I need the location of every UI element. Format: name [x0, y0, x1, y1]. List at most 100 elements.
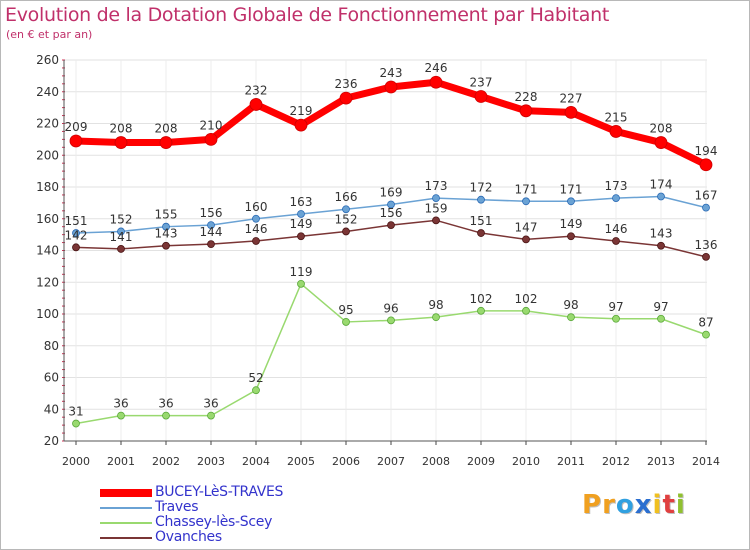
- series-4-point: [612, 237, 620, 245]
- series-1-point: [654, 136, 668, 149]
- series-2-point: [567, 197, 575, 206]
- series-3-data-label: 36: [203, 397, 218, 411]
- series-3-point: [522, 306, 530, 315]
- series-4-data-label: 156: [380, 206, 403, 220]
- legend-item: BUCEY-LèS-TRAVES: [100, 484, 400, 500]
- legend: BUCEY-LèS-TRAVES Traves Chassey-lès-Scey Ov…: [100, 484, 400, 545]
- logo-letter: o: [615, 490, 635, 520]
- series-1-point: [69, 134, 83, 148]
- series-1-data-label: 227: [560, 91, 583, 105]
- series-4-point: [387, 221, 395, 230]
- series-4-data-label: 149: [560, 217, 583, 231]
- series-1-data-label: 208: [110, 122, 133, 136]
- series-3-point: [297, 279, 305, 288]
- series-3-point: [252, 386, 260, 395]
- series-1-data-label: 208: [155, 122, 178, 136]
- y-tick-label: 80: [44, 339, 59, 353]
- series-3-data-label: 98: [563, 298, 578, 312]
- legend-label: Chassey-lès-Scey: [155, 514, 273, 530]
- y-tick-label: 160: [36, 212, 59, 226]
- series-4-data-label: 136: [695, 238, 718, 252]
- series-3-point: [477, 306, 485, 315]
- series-1-data-label: 237: [470, 76, 493, 90]
- series-3-data-label: 52: [248, 371, 263, 385]
- series-2-data-label: 174: [650, 178, 673, 192]
- series-4-data-label: 142: [65, 228, 88, 242]
- series-3-data-label: 36: [158, 397, 173, 411]
- series-3-point: [342, 318, 350, 326]
- legend-swatch: [100, 522, 152, 524]
- proxiti-logo: Proxiti: [582, 490, 686, 520]
- logo-letter: P: [582, 490, 603, 520]
- x-tick-label: 2003: [197, 455, 225, 468]
- x-tick-label: 2007: [377, 455, 405, 468]
- series-2-point: [162, 222, 170, 231]
- series-1-data-label: 194: [695, 144, 718, 158]
- series-1-point: [609, 125, 623, 138]
- line-chart: 20 40 60 80 100 120 140 160 180 200 220 240 260 2000 2…: [36, 53, 720, 468]
- series-2-point: [207, 221, 215, 230]
- series-3-point: [432, 313, 440, 322]
- series-3-data-label: 97: [608, 300, 623, 314]
- series-1-data-label: 215: [605, 110, 628, 124]
- series-1-point: [429, 75, 443, 89]
- x-tick-label: 2011: [557, 455, 585, 468]
- series-3-data-label: 102: [470, 292, 493, 306]
- series-2-data-label: 163: [290, 195, 313, 209]
- x-tick-label: 2006: [332, 455, 360, 468]
- series-3-data-label: 95: [338, 303, 353, 317]
- y-tick-label: 220: [36, 117, 59, 131]
- series-4-point: [432, 216, 440, 225]
- series-1-data-label: 232: [245, 83, 268, 97]
- series-4-point: [297, 232, 305, 241]
- series-4-point: [207, 240, 215, 249]
- series-3-point: [612, 314, 620, 323]
- y-tick-label: 140: [36, 244, 59, 258]
- series-3-data-label: 97: [653, 300, 668, 314]
- y-tick-label: 180: [36, 180, 59, 194]
- series-4-point: [252, 237, 260, 245]
- series-4-data-label: 147: [515, 220, 538, 234]
- series-4-data-label: 151: [470, 214, 493, 228]
- series-2-data-label: 152: [110, 212, 133, 226]
- y-tick-label: 20: [44, 434, 59, 448]
- series-2-data-label: 169: [380, 185, 403, 199]
- series-3-data-label: 87: [698, 316, 713, 330]
- series-4-point: [477, 229, 485, 237]
- series-1-data-label: 210: [200, 118, 223, 132]
- series-3-point: [207, 411, 215, 420]
- series-4-point: [72, 243, 80, 252]
- series-4-point: [567, 232, 575, 241]
- y-tick-label: 100: [36, 307, 59, 321]
- series-1-data-label: 236: [335, 77, 358, 91]
- y-tick-label: 240: [36, 85, 59, 99]
- series-3-data-label: 98: [428, 298, 443, 312]
- series-1-point: [204, 132, 218, 146]
- chart-title: Evolution de la Dotation Globale de Fonc…: [5, 4, 610, 26]
- series-1-point: [564, 105, 578, 119]
- y-tick-label: 40: [44, 402, 59, 416]
- series-4-data-label: 144: [200, 225, 223, 239]
- series-1-point: [474, 90, 488, 103]
- series-2-point: [297, 210, 305, 218]
- x-tick-label: 2000: [62, 455, 90, 468]
- series-2-point: [702, 203, 710, 212]
- series-2-point: [612, 194, 620, 203]
- x-tick-label: 2008: [422, 455, 450, 468]
- series-3-point: [567, 313, 575, 322]
- series-3-data-label: 96: [383, 301, 398, 315]
- legend-label: Ovanches: [155, 529, 222, 545]
- series-2-data-label: 173: [425, 179, 448, 193]
- series-4-data-label: 146: [605, 222, 628, 236]
- legend-item: Traves: [100, 499, 400, 515]
- series-1-data-label: 209: [65, 120, 88, 134]
- series-2-point: [522, 197, 530, 206]
- x-tick-label: 2009: [467, 455, 495, 468]
- series-2-data-label: 156: [200, 206, 223, 220]
- series-4-point: [162, 241, 170, 250]
- x-tick-label: 2001: [107, 455, 135, 468]
- series-4-data-label: 159: [425, 201, 448, 215]
- legend-swatch: [100, 507, 152, 509]
- series-1-data-label: 228: [515, 90, 538, 104]
- logo-letter: x: [634, 490, 653, 520]
